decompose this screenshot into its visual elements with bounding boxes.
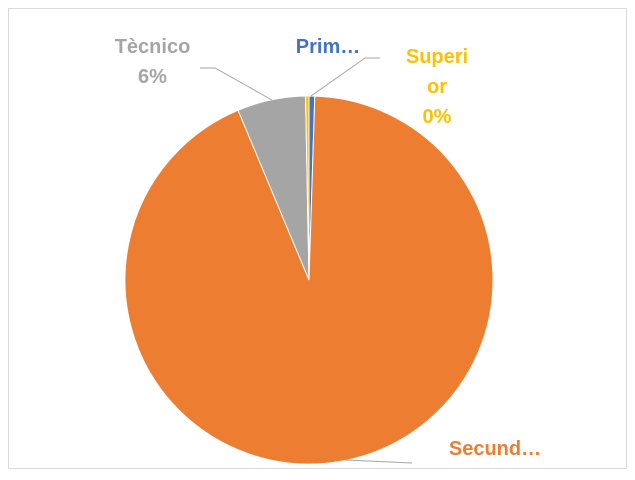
slice-label: Secund… [410, 434, 580, 464]
pie-slice [305, 95, 310, 281]
category-label: Secund… [448, 438, 542, 460]
category-label: Tècnico [114, 36, 191, 58]
value-label: 0% [422, 106, 452, 128]
slice-label: Superior 0% [404, 42, 470, 132]
category-label: Prim… [295, 36, 361, 58]
leader-line [200, 67, 273, 101]
category-label: Superior [405, 46, 469, 98]
value-label: 6% [138, 66, 167, 88]
leader-line [344, 459, 413, 464]
slice-label: Prim… [278, 32, 378, 62]
pie [124, 95, 494, 465]
leader-line [310, 57, 380, 97]
slice-label: Tècnico 6% [95, 32, 210, 92]
